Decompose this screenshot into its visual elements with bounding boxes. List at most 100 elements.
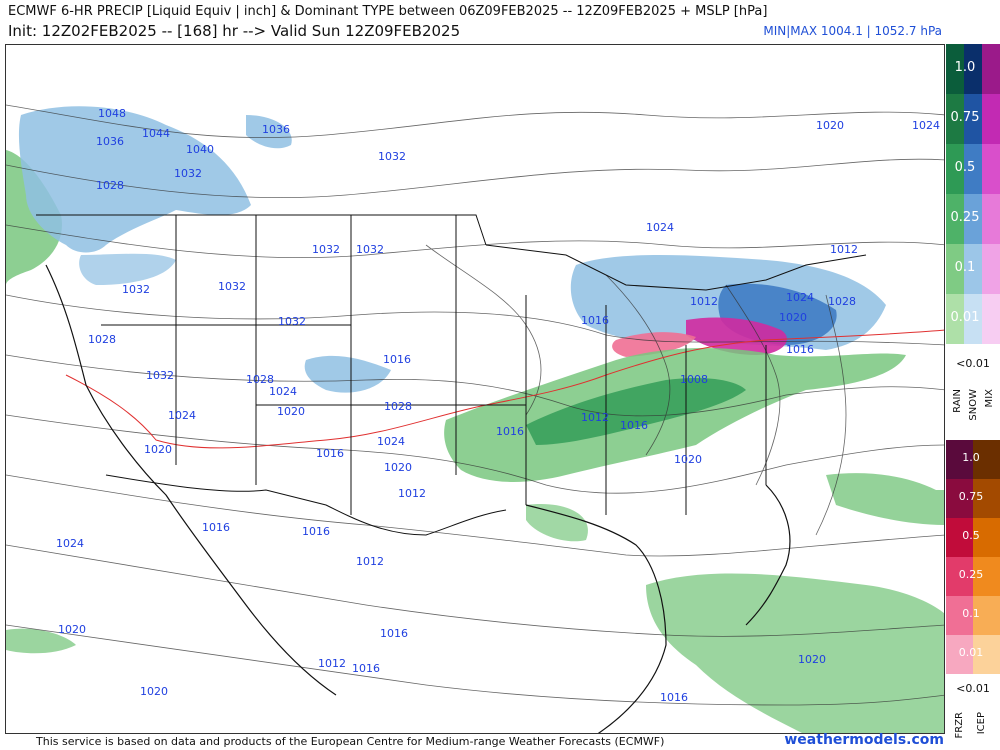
- precip-rain-gulf-mx: [526, 504, 588, 542]
- legend-swatch: [964, 294, 982, 344]
- isobar-label: 1020: [58, 623, 86, 636]
- isobar-label: 1020: [144, 443, 172, 456]
- isobar-label: 1020: [816, 119, 844, 132]
- isobar-label: 1032: [312, 243, 340, 256]
- isobar-label: 1012: [318, 657, 346, 670]
- isobar-label: 1016: [383, 353, 411, 366]
- legend-swatch: [973, 440, 1000, 479]
- isobar-label: 1024: [786, 291, 814, 304]
- legend-swatch: [982, 294, 1000, 344]
- isobar-label: 1024: [56, 537, 84, 550]
- precip-rain-caribbean: [646, 573, 944, 733]
- legend-threshold-rsm: <0.01: [956, 357, 990, 370]
- isobar-label: 1024: [377, 435, 405, 448]
- isobar-label: 1028: [246, 373, 274, 386]
- precip-rain-dark: [526, 378, 746, 445]
- legend-swatch: [946, 557, 973, 596]
- attribution: This service is based on data and produc…: [36, 735, 665, 748]
- legend-swatch: [946, 294, 964, 344]
- isobar-label: 1032: [356, 243, 384, 256]
- legend-level-label: 0.5: [954, 160, 976, 175]
- legend-swatch: [982, 94, 1000, 144]
- isobar-label: 1036: [96, 135, 124, 148]
- legend-swatch: [973, 596, 1000, 635]
- legend-level-label: 0.01: [958, 646, 984, 659]
- isobar-label: 1020: [779, 311, 807, 324]
- legend-threshold-fi: <0.01: [956, 682, 990, 695]
- isobar-label: 1016: [302, 525, 330, 538]
- legend-swatch: [964, 194, 982, 244]
- isobar-label: 1032: [122, 283, 150, 296]
- precip-mix-band: [686, 317, 787, 355]
- brand-link[interactable]: weathermodels.com: [784, 732, 944, 748]
- legend-swatch: [973, 479, 1000, 518]
- isobar-label: 1028: [828, 295, 856, 308]
- isobar-label: 1020: [674, 453, 702, 466]
- isobar-label: 1016: [380, 627, 408, 640]
- legend-swatch: [946, 244, 964, 294]
- legend-swatch: [946, 44, 964, 94]
- legend-level-label: 0.1: [962, 607, 980, 620]
- legend-swatch: [973, 635, 1000, 674]
- borders: [36, 214, 867, 536]
- legend-rain-label: RAIN: [952, 389, 963, 413]
- isobar-label: 1016: [316, 447, 344, 460]
- legend-level-label: 0.5: [962, 529, 980, 542]
- legend-swatch: [982, 194, 1000, 244]
- precip-rain-pacific: [6, 628, 76, 654]
- precip-snow-wa: [79, 253, 176, 285]
- isobar-label: 1012: [830, 243, 858, 256]
- legend-level-label: 0.1: [954, 260, 976, 275]
- legend-swatch: [946, 94, 964, 144]
- legend-swatch: [946, 596, 973, 635]
- isobar-label: 1024: [168, 409, 196, 422]
- isobar-label: 1016: [660, 691, 688, 704]
- isobar-label: 1024: [269, 385, 297, 398]
- legend-swatch: [946, 635, 973, 674]
- legend-icep-label: ICEP: [976, 712, 987, 735]
- legend-swatch: [973, 518, 1000, 557]
- precip-rain-atlantic: [826, 473, 944, 525]
- legend-level-label: 0.75: [958, 490, 984, 503]
- isobar-label: 1032: [146, 369, 174, 382]
- legend-swatch: [973, 557, 1000, 596]
- legend-swatch: [946, 144, 964, 194]
- map-title: ECMWF 6-HR PRECIP [Liquid Equiv | inch] …: [8, 4, 768, 19]
- legend-swatch: [982, 244, 1000, 294]
- isobar-label: 1016: [786, 343, 814, 356]
- isobar-label: 1012: [690, 295, 718, 308]
- isobar-label: 1016: [202, 521, 230, 534]
- isobar-label: 1008: [680, 373, 708, 386]
- legend-level-label: 0.25: [958, 568, 984, 581]
- isobar-label: 1032: [174, 167, 202, 180]
- isobar-label: 1040: [186, 143, 214, 156]
- isobar-label: 1028: [384, 400, 412, 413]
- isobar-label: 1028: [88, 333, 116, 346]
- legend-swatch: [946, 479, 973, 518]
- legend-swatch: [946, 194, 964, 244]
- isobar-label: 1016: [496, 425, 524, 438]
- isobar-label: 1044: [142, 127, 170, 140]
- legend-swatch: [964, 94, 982, 144]
- isobar-label: 1032: [278, 315, 306, 328]
- isobar-label: 1016: [620, 419, 648, 432]
- coastline: [45, 264, 791, 733]
- isobar-label: 1012: [356, 555, 384, 568]
- isobar-label: 1020: [140, 685, 168, 698]
- isobar-label: 1016: [581, 314, 609, 327]
- precip-shading: [6, 106, 944, 733]
- isobar-label: 1028: [96, 179, 124, 192]
- legend-swatch: [964, 44, 982, 94]
- min-max-readout: MIN|MAX 1004.1 | 1052.7 hPa: [763, 24, 942, 38]
- legend-snow-label: SNOW: [968, 389, 979, 421]
- isobar-label: 1048: [98, 107, 126, 120]
- legend-swatch: [982, 44, 1000, 94]
- precip-snow-co: [304, 355, 391, 393]
- isobar-label: 1012: [581, 411, 609, 424]
- isobar-label: 1012: [398, 487, 426, 500]
- legend-level-label: 0.25: [950, 210, 980, 225]
- isobar-label: 1020: [277, 405, 305, 418]
- isobar-label: 1016: [352, 662, 380, 675]
- legend-frzr-label: FRZR: [954, 712, 965, 739]
- isobar-label: 1032: [218, 280, 246, 293]
